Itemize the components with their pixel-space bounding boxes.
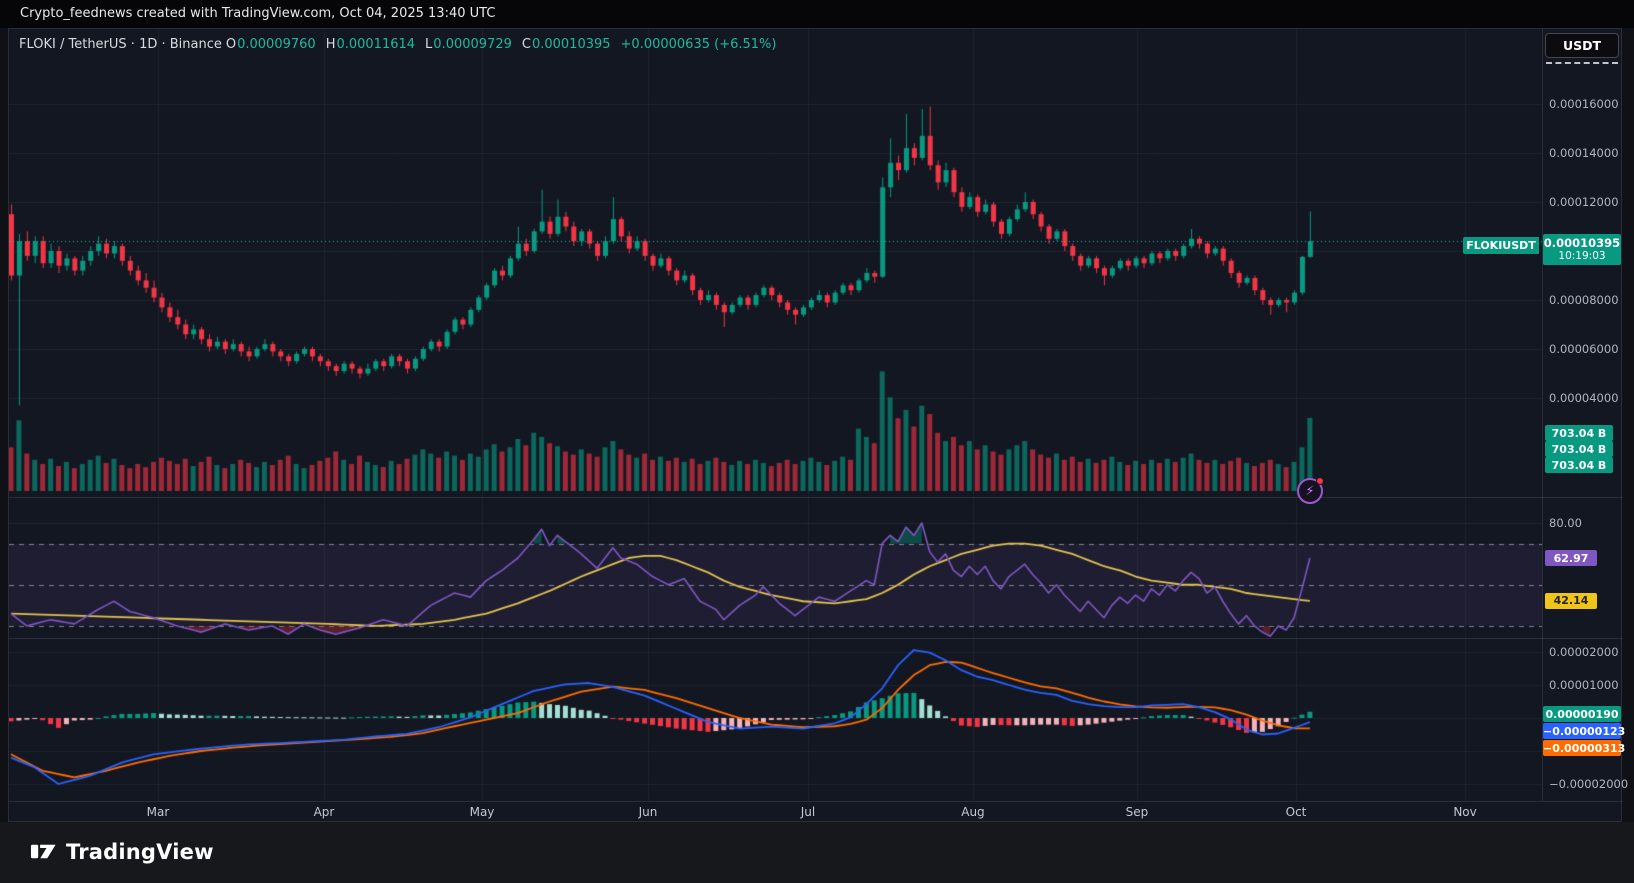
- change-value: +0.00000635 (+6.51%): [620, 37, 777, 52]
- chart-widget: FLOKI / TetherUS · 1D · Binance O0.000097…: [8, 28, 1629, 823]
- price-tick-label: 0.00014000: [1549, 146, 1619, 160]
- month-label: May: [469, 805, 495, 819]
- rsi-value-badge: 62.97: [1545, 550, 1597, 567]
- macd-value-badge: 0.00000190: [1543, 706, 1621, 722]
- macd-tick-label: 0.00002000: [1549, 645, 1619, 659]
- open-label: O: [225, 37, 237, 52]
- macd-tick-label: 0.00001000: [1549, 678, 1619, 692]
- month-label: Jul: [800, 805, 816, 819]
- price-scale-border: [1542, 29, 1543, 801]
- bar-countdown: 10:19:03: [1558, 250, 1606, 262]
- month-label: Oct: [1285, 805, 1307, 819]
- high-label: H: [325, 37, 336, 52]
- rsi-pane[interactable]: [9, 497, 1542, 638]
- time-axis[interactable]: Mar Apr May Jun Jul Aug Sep Oct Nov: [9, 801, 1623, 823]
- pane-separator-macd[interactable]: [9, 638, 1623, 639]
- open-value: 0.00009760: [237, 37, 316, 52]
- notification-dot-icon: [1316, 477, 1324, 485]
- currency-toggle-button[interactable]: USDT: [1545, 33, 1619, 58]
- last-price-symbol-badge: FLOKIUSDT: [1463, 237, 1539, 254]
- attribution-text: Crypto_feednews created with TradingView…: [20, 6, 496, 21]
- price-tick-label: 0.00016000: [1549, 97, 1619, 111]
- time-axis-border: [9, 801, 1623, 802]
- macd-value-badge: −0.00000313: [1543, 740, 1626, 756]
- volume-badge: 703.04 B: [1545, 441, 1613, 457]
- tradingview-logo-text: TradingView: [66, 839, 214, 864]
- hidden-top-gridline: [1546, 62, 1618, 64]
- high-value: 0.00011614: [336, 37, 416, 52]
- last-price-value: 0.00010395: [1543, 236, 1621, 250]
- close-label: C: [521, 37, 531, 52]
- price-volume-pane[interactable]: [9, 29, 1542, 497]
- tradingview-logo[interactable]: TradingView: [30, 838, 214, 865]
- low-value: 0.00009729: [433, 37, 512, 52]
- attribution-bar: Crypto_feednews created with TradingView…: [0, 0, 1634, 28]
- pane-separator-rsi[interactable]: [9, 497, 1623, 498]
- tradingview-logo-icon: [30, 844, 56, 859]
- month-label: Aug: [961, 805, 985, 819]
- macd-value-badge: −0.00000123: [1543, 723, 1626, 739]
- month-label: Nov: [1453, 805, 1477, 819]
- volume-badge: 703.04 B: [1545, 425, 1613, 441]
- symbol-legend: FLOKI / TetherUS · 1D · Binance O0.000097…: [19, 37, 780, 52]
- month-label: Sep: [1125, 805, 1149, 819]
- close-value: 0.00010395: [531, 37, 611, 52]
- lightning-quick-trade-icon[interactable]: ⚡: [1297, 477, 1324, 504]
- month-label: Mar: [146, 805, 170, 819]
- month-label: Apr: [313, 805, 335, 819]
- price-tick-label: 0.00008000: [1549, 293, 1619, 307]
- footer-bar: TradingView: [0, 822, 1634, 883]
- rsi-value-badge: 42.14: [1545, 592, 1597, 609]
- price-tick-label: 0.00012000: [1549, 195, 1619, 209]
- price-tick-label: 0.00004000: [1549, 391, 1619, 405]
- volume-badge: 703.04 B: [1545, 457, 1613, 473]
- macd-tick-label: −0.00002000: [1549, 777, 1629, 791]
- rsi-tick-label: 80.00: [1549, 516, 1582, 530]
- last-price-badge: 0.00010395 10:19:03: [1543, 234, 1621, 265]
- month-label: Jun: [638, 805, 658, 819]
- low-label: L: [425, 37, 433, 52]
- macd-pane[interactable]: [9, 638, 1542, 801]
- symbol-title[interactable]: FLOKI / TetherUS · 1D · Binance: [19, 37, 222, 52]
- price-tick-label: 0.00006000: [1549, 342, 1619, 356]
